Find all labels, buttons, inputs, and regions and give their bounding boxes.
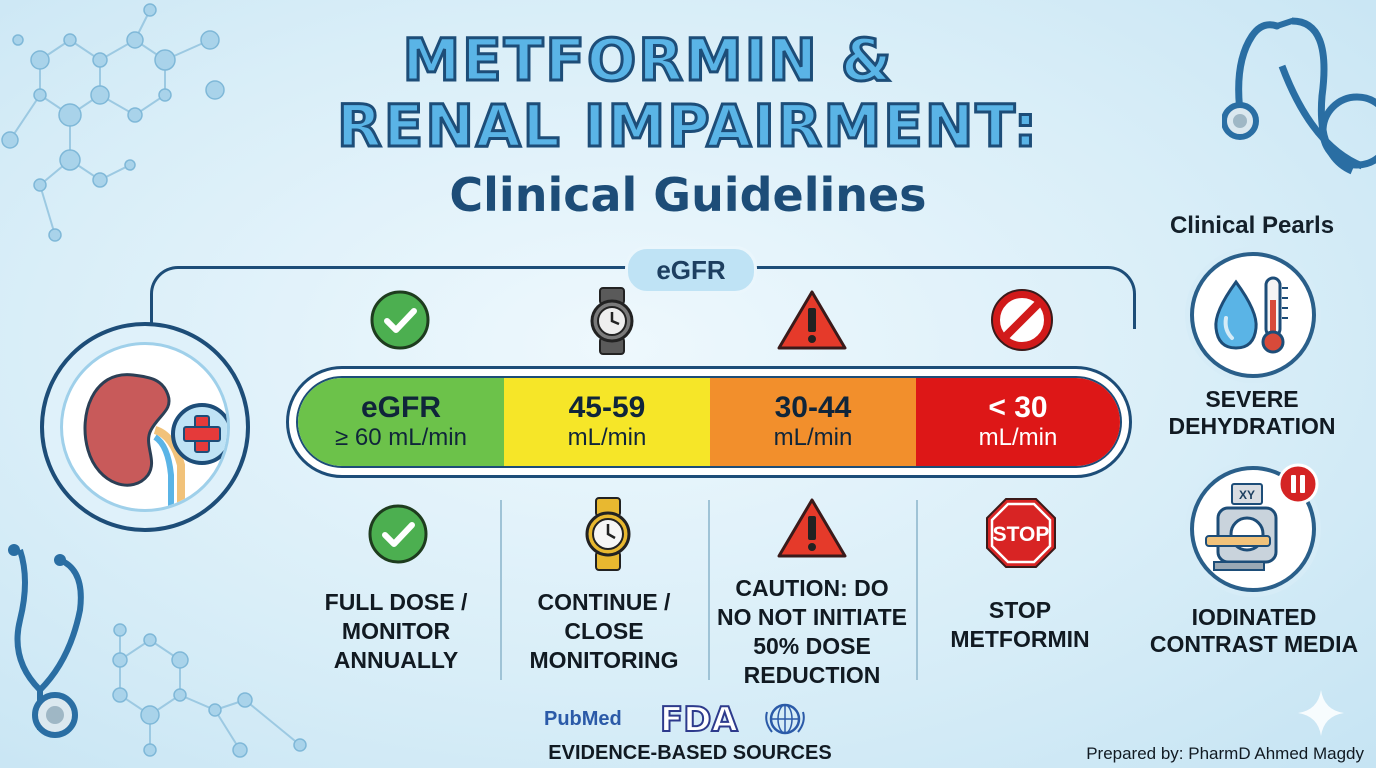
medical-cross-icon (171, 403, 227, 465)
action-severe: STOP METFORMIN (920, 596, 1120, 654)
stage-range-unit: mL/min (567, 424, 647, 451)
clinical-pearls-title: Clinical Pearls (1169, 212, 1335, 239)
stage-mild: 45-59 mL/min (504, 378, 710, 466)
pearl-contrast-label: IODINATED CONTRAST MEDIA (1142, 604, 1366, 658)
action-mild: CONTINUE / CLOSE MONITORING (504, 588, 704, 675)
stage-range-label: eGFR (360, 391, 441, 424)
watch-icon (590, 287, 634, 355)
prohibited-icon (991, 289, 1053, 351)
action-line: METFORMIN (950, 626, 1090, 652)
stage-range-unit: mL/min (978, 424, 1058, 451)
ct-scanner-icon: XY (1205, 483, 1278, 571)
xy-label: XY (1239, 488, 1255, 502)
sources-label: EVIDENCE-BASED SOURCES (548, 742, 832, 764)
pearl-contrast-badge: XY (1190, 466, 1316, 592)
watch-icon (585, 497, 631, 571)
stage-range-label: < 30 (988, 391, 1048, 424)
stop-sign-text: STOP (993, 523, 1050, 546)
stage-range-unit: mL/min (773, 424, 853, 451)
pearl-dehydration-label: SEVERE DEHYDRATION (1142, 386, 1362, 440)
action-line: MONITOR (341, 618, 451, 644)
stage-range-label: 30-44 (774, 391, 852, 424)
pubmed-logo: PubMed (544, 708, 622, 730)
pearl-label-line: IODINATED (1191, 604, 1317, 630)
egfr-label: eGFR (625, 246, 757, 294)
kidney-badge (40, 322, 250, 532)
action-line: NO NOT INITIATE (717, 604, 907, 630)
action-normal: FULL DOSE / MONITOR ANNUALLY (296, 588, 496, 675)
prepared-by: Prepared by: PharmD Ahmed Magdy (1086, 744, 1364, 763)
action-line: STOP (988, 597, 1052, 623)
molecule-decoration-top-left (1, 3, 225, 242)
pearl-dehydration-badge (1190, 252, 1316, 378)
action-moderate: CAUTION: DO NO NOT INITIATE 50% DOSE RED… (706, 574, 918, 690)
stethoscope-icon (1222, 17, 1376, 175)
action-line: 50% DOSE (753, 633, 871, 659)
stage-normal: eGFR ≥ 60 mL/min (298, 378, 504, 466)
stage-severe: < 30 mL/min (916, 378, 1120, 466)
fda-logo: FDA (659, 699, 739, 741)
molecule-decoration-bottom-left (112, 623, 307, 758)
action-line: MONITORING (529, 647, 679, 673)
pause-icon (1277, 463, 1319, 505)
action-line: CLOSE (564, 618, 644, 644)
pearl-label-line: CONTRAST MEDIA (1149, 631, 1359, 657)
warning-triangle-icon (777, 290, 847, 350)
stop-sign-icon: STOP (986, 498, 1056, 568)
action-line: CAUTION: DO (735, 575, 889, 601)
column-divider (916, 500, 918, 680)
check-circle-icon (368, 504, 428, 564)
action-line: FULL DOSE / (324, 589, 468, 615)
stage-range-unit: ≥ 60 mL/min (335, 424, 467, 451)
water-drop-thermometer-icon (1214, 276, 1288, 354)
check-circle-icon (370, 290, 430, 350)
kidney-icon (83, 373, 185, 509)
egfr-scale: eGFR ≥ 60 mL/min 45-59 mL/min 30-44 mL/m… (296, 376, 1122, 468)
title-line-2: RENAL IMPAIRMENT: (336, 91, 1039, 162)
action-line: CONTINUE / (537, 589, 671, 615)
title-line-1: METFORMIN & (401, 25, 894, 96)
pearl-label-line: DEHYDRATION (1168, 413, 1336, 439)
column-divider (708, 500, 710, 680)
stethoscope-icon-bottom (8, 544, 84, 738)
column-divider (500, 500, 502, 680)
action-line: ANNUALLY (333, 647, 459, 673)
who-logo-icon (765, 703, 805, 735)
warning-triangle-icon (777, 498, 847, 558)
action-line: REDUCTION (743, 662, 881, 688)
sparkle-icon (1298, 690, 1344, 736)
pearl-label-line: SEVERE (1205, 386, 1299, 412)
stage-range-label: 45-59 (568, 391, 646, 424)
title-subtitle: Clinical Guidelines (449, 168, 927, 222)
stage-moderate: 30-44 mL/min (710, 378, 916, 466)
